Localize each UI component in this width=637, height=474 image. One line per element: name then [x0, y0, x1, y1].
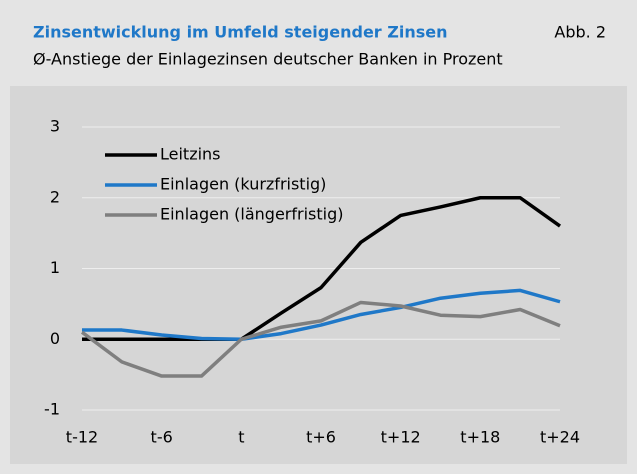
chart-subtitle: Ø-Anstiege der Einlagezinsen deutscher B… — [33, 50, 503, 69]
plot-panel — [10, 86, 627, 464]
x-tick-label: t — [238, 428, 244, 447]
figure-label: Abb. 2 — [554, 23, 606, 42]
y-tick-label: 2 — [50, 187, 60, 206]
x-tick-label: t+24 — [540, 428, 580, 447]
y-tick-label: 0 — [50, 329, 60, 348]
y-tick-label: -1 — [44, 400, 60, 419]
legend-label: Einlagen (längerfristig) — [160, 205, 344, 224]
x-tick-label: t+6 — [306, 428, 336, 447]
legend-label: Einlagen (kurzfristig) — [160, 175, 326, 194]
y-tick-label: 1 — [50, 258, 60, 277]
series-line — [82, 196, 562, 341]
x-tick-label: t+12 — [381, 428, 421, 447]
chart-title: Zinsentwicklung im Umfeld steigender Zin… — [33, 23, 448, 42]
x-tick-label: t-12 — [66, 428, 98, 447]
y-tick-label: 3 — [50, 117, 60, 136]
legend-label: Leitzins — [160, 145, 221, 164]
x-tick-label: t-6 — [151, 428, 173, 447]
x-tick-label: t+18 — [460, 428, 500, 447]
series-line — [80, 300, 561, 378]
series-line — [82, 288, 561, 341]
